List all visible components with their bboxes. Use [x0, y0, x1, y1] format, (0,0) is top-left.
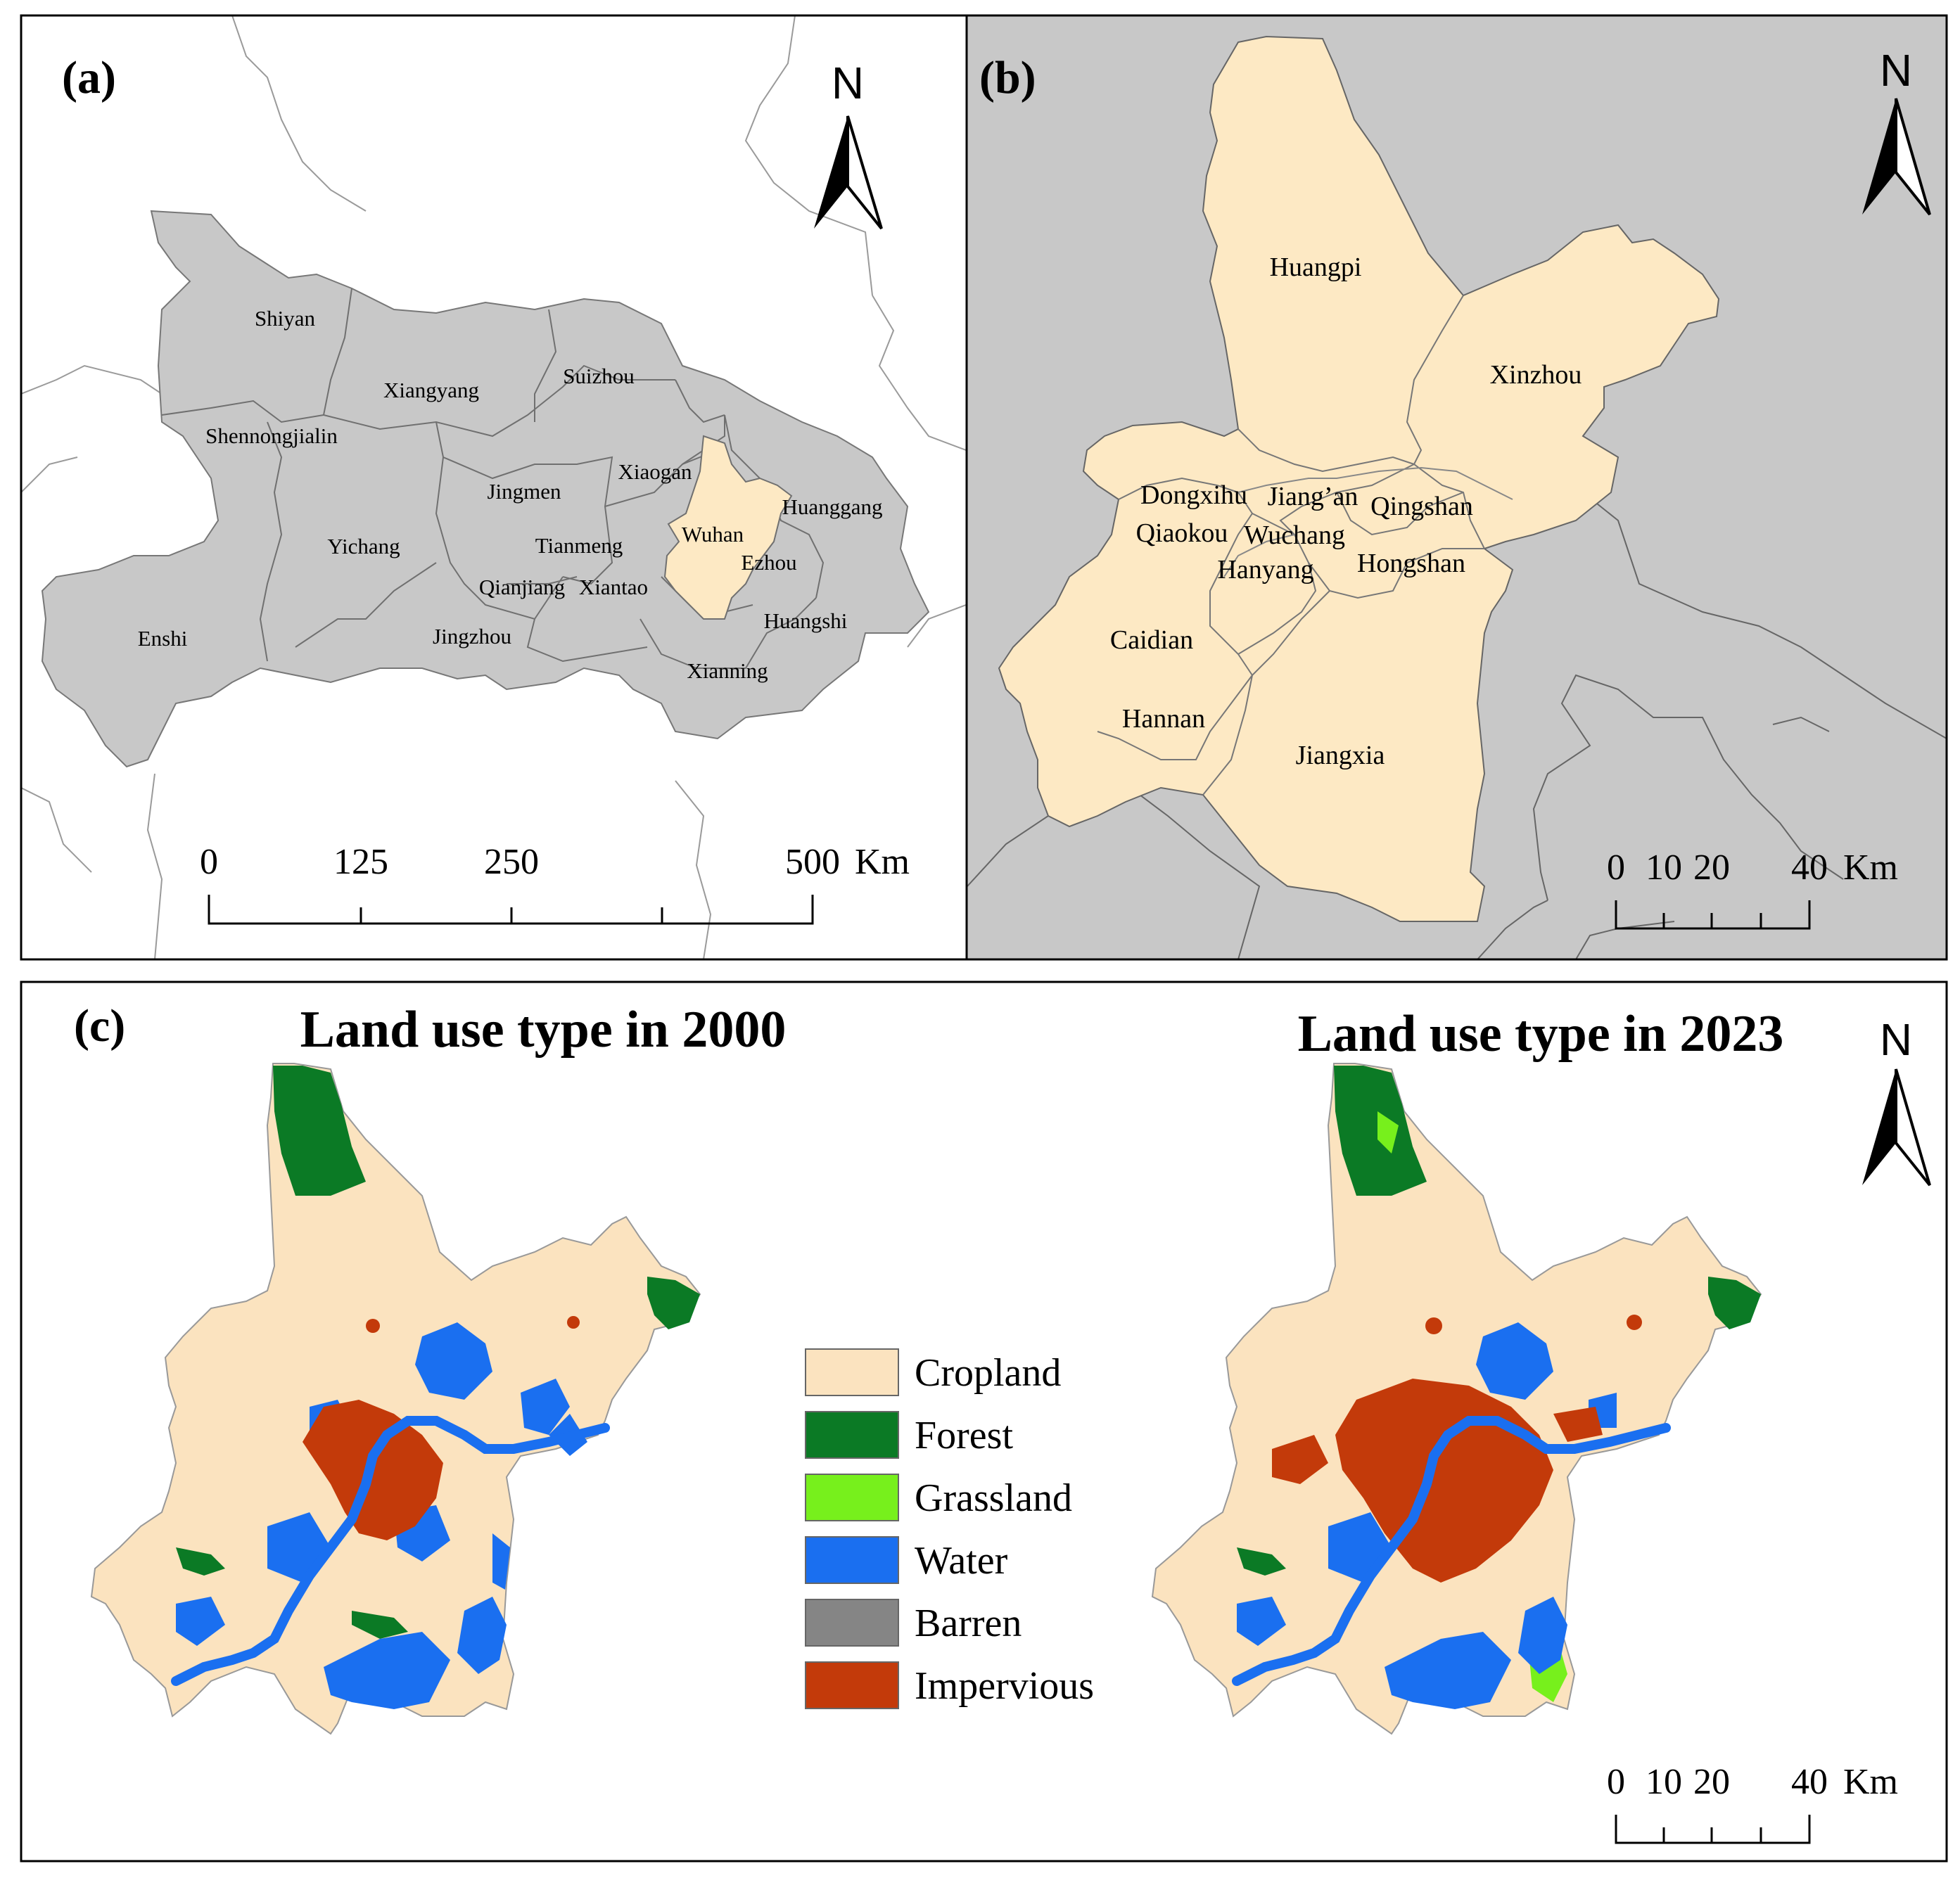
label-xiantao: Xiantao: [579, 575, 648, 599]
label-huangpi: Huangpi: [1270, 253, 1362, 282]
label-hannan: Hannan: [1122, 704, 1205, 734]
district-boundaries: [1097, 295, 1485, 796]
scale-tick-20: 20: [1693, 1762, 1730, 1802]
legend-swatch-water: [805, 1536, 899, 1584]
label-ezhou: Ezhou: [741, 550, 796, 575]
north-arrow-c: N: [1862, 1014, 1931, 1187]
yangtze-river: [171, 1416, 610, 1686]
label-xinzhou: Xinzhou: [1490, 360, 1582, 390]
scale-tick-20: 20: [1693, 848, 1730, 888]
prefecture-labels: Shiyan Xiangyang Suizhou Shennongjialin …: [138, 306, 883, 683]
legend-swatch-forest: [805, 1411, 899, 1459]
label-tianmeng: Tianmeng: [535, 533, 623, 558]
north-letter-b: N: [1880, 45, 1912, 96]
scale-bar-c: 0 10 20 40 Km: [1607, 1762, 1898, 1844]
label-shiyan: Shiyan: [255, 306, 316, 331]
label-wuchang: Wuchang: [1244, 520, 1345, 550]
panel-a: Shiyan Xiangyang Suizhou Shennongjialin …: [21, 15, 966, 959]
label-dongxihu: Dongxihu: [1140, 480, 1247, 510]
label-qianjiang: Qianjiang: [479, 575, 565, 599]
north-letter-c: N: [1880, 1014, 1912, 1065]
label-qingshan: Qingshan: [1370, 492, 1473, 521]
scale-unit: Km: [855, 842, 910, 882]
label-jiangan: Jiang’an: [1268, 482, 1358, 511]
label-shennongjialin: Shennongjialin: [205, 423, 338, 448]
label-xianning: Xianning: [687, 658, 768, 683]
district-labels: Huangpi Xinzhou Dongxihu Jiang’an Qingsh…: [1110, 253, 1582, 770]
label-suizhou: Suizhou: [563, 364, 635, 388]
legend-label-grassland: Grassland: [915, 1476, 1072, 1520]
label-qiaokou: Qiaokou: [1136, 518, 1228, 548]
scale-bar-b: 0 10 20 40 Km: [1607, 848, 1898, 930]
north-arrow-icon: [1862, 1069, 1896, 1185]
legend-label-water: Water: [915, 1539, 1008, 1583]
legend-swatch-grassland: [805, 1474, 899, 1521]
wuhan-region: [663, 435, 793, 620]
label-huanggang: Huanggang: [782, 494, 883, 519]
legend-swatch-impervious: [805, 1661, 899, 1709]
river-line: [1223, 466, 1513, 577]
title-2023: Land use type in 2023: [1298, 1005, 1784, 1063]
legend-label-barren: Barren: [915, 1602, 1022, 1645]
scale-tick-0: 0: [1607, 1762, 1625, 1802]
label-yichang: Yichang: [327, 534, 400, 558]
panel-b-label: (b): [979, 52, 1036, 103]
label-xiangyang: Xiangyang: [383, 378, 479, 402]
label-enshi: Enshi: [138, 626, 188, 651]
panel-c: (c) Land use type in 2000 Land use type …: [20, 980, 1948, 1863]
scale-tick-40: 40: [1791, 848, 1828, 888]
north-letter-a: N: [832, 58, 864, 108]
panel-a-label: (a): [62, 52, 116, 103]
panel-c-label: (c): [74, 1000, 125, 1052]
forest-patch: [273, 1066, 366, 1196]
title-2000: Land use type in 2000: [300, 1001, 787, 1059]
wuhan-city: [998, 35, 1720, 922]
legend-label-cropland: Cropland: [915, 1351, 1061, 1395]
scale-tick-125: 125: [333, 842, 388, 882]
legend-label-impervious: Impervious: [915, 1664, 1094, 1708]
label-huangshi: Huangshi: [764, 608, 848, 633]
legend-swatch-cropland: [805, 1348, 899, 1396]
scale-tick-250: 250: [484, 842, 539, 882]
label-jingmen: Jingmen: [487, 479, 561, 504]
north-arrow-b: N: [1862, 45, 1931, 216]
forest-patch: [647, 1277, 700, 1329]
scale-tick-10: 10: [1646, 1762, 1682, 1802]
legend-label-forest: Forest: [915, 1414, 1013, 1457]
label-xiaogan: Xiaogan: [618, 459, 692, 484]
label-caidian: Caidian: [1110, 625, 1193, 655]
scale-tick-0: 0: [1607, 848, 1625, 888]
scale-tick-40: 40: [1791, 1762, 1828, 1802]
background-boundaries: [967, 492, 1947, 959]
landuse-map-2023: [1152, 1063, 1762, 1735]
north-arrow-a: N: [814, 58, 883, 230]
legend: Cropland Forest Grassland Water Barren Imperv…: [805, 1348, 1094, 1709]
label-jingzhou: Jingzhou: [433, 624, 511, 649]
scale-unit: Km: [1843, 1762, 1898, 1802]
landuse-map-2000: [90, 1063, 701, 1735]
label-hanyang: Hanyang: [1217, 555, 1313, 585]
legend-swatch-barren: [805, 1599, 899, 1647]
label-hongshan: Hongshan: [1357, 549, 1465, 578]
neighbor-boundaries: [21, 15, 966, 959]
hubei-province: [41, 210, 930, 768]
scale-tick-500: 500: [785, 842, 840, 882]
label-jiangxia: Jiangxia: [1296, 741, 1385, 770]
label-wuhan: Wuhan: [682, 522, 744, 547]
panel-b: Huangpi Xinzhou Dongxihu Jiang’an Qingsh…: [967, 15, 1947, 959]
north-arrow-icon: [1862, 98, 1896, 215]
scale-bar-a: 0 125 250 500 Km: [200, 842, 910, 925]
scale-tick-10: 10: [1646, 848, 1682, 888]
north-arrow-icon: [814, 116, 848, 229]
scale-unit: Km: [1843, 848, 1898, 888]
water-body: [415, 1322, 492, 1400]
scale-tick-0: 0: [200, 842, 218, 882]
